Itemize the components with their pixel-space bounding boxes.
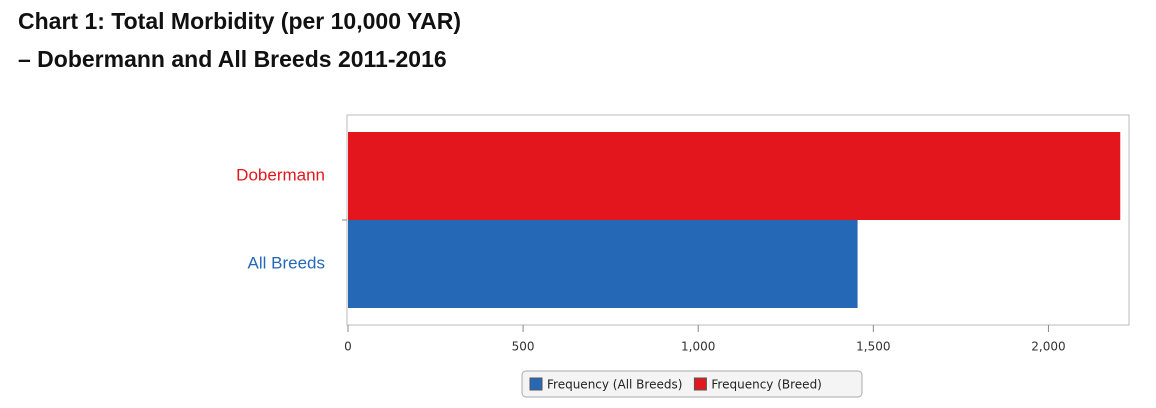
legend-box <box>521 370 863 398</box>
chart-title: Chart 1: Total Morbidity (per 10,000 YAR… <box>18 8 461 34</box>
x-tick-label: 1,000 <box>681 340 715 354</box>
legend-label: Frequency (Breed) <box>711 378 821 392</box>
legend-swatch <box>693 377 707 391</box>
y-tick-label: All Breeds <box>248 253 325 272</box>
x-tick-label: 0 <box>344 340 352 354</box>
legend-label: Frequency (All Breeds) <box>547 378 682 392</box>
bar <box>348 220 858 308</box>
chart-subtitle: – Dobermann and All Breeds 2011-2016 <box>18 46 447 72</box>
bar <box>348 132 1121 220</box>
x-tick-label: 500 <box>512 340 535 354</box>
x-tick-label: 2,000 <box>1031 340 1065 354</box>
legend-swatch <box>529 377 543 391</box>
y-tick-label: Dobermann <box>236 165 325 184</box>
x-tick-label: 1,500 <box>856 340 890 354</box>
